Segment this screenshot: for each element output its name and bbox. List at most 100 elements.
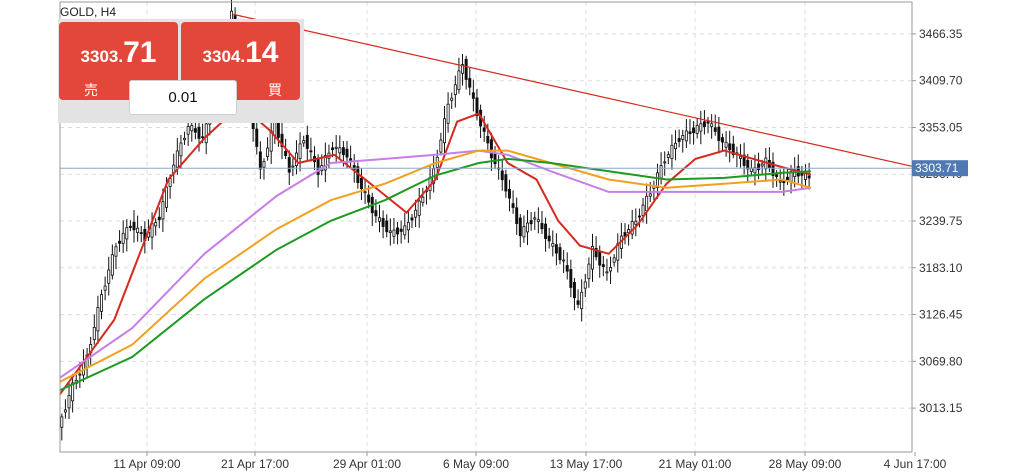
- candle: [558, 243, 562, 265]
- candle: [630, 209, 634, 240]
- candle: [713, 114, 717, 136]
- candle: [356, 162, 360, 189]
- chart-axes: 3466.353409.703353.053296.403239.753183.…: [59, 1, 968, 471]
- candle: [634, 208, 638, 237]
- candle: [464, 55, 468, 90]
- candle: [587, 257, 591, 288]
- x-tick-label: 6 May 09:00: [443, 457, 509, 471]
- candle: [562, 250, 566, 274]
- candle: [453, 75, 457, 108]
- trade-panel: 3303.71 売 3304.14 買 0.01: [58, 19, 304, 123]
- candle: [442, 106, 446, 156]
- indicator-line-0: [59, 103, 812, 395]
- indicator-lines: [59, 13, 913, 395]
- candle: [720, 133, 724, 151]
- candle: [702, 110, 706, 135]
- candle: [500, 159, 504, 191]
- candle: [403, 212, 407, 240]
- candle: [298, 132, 302, 172]
- candle: [258, 141, 262, 180]
- candle: [616, 233, 620, 273]
- candle: [645, 183, 649, 224]
- sell-price-head: 3303.: [80, 47, 124, 66]
- y-tick-label: 3353.05: [919, 120, 963, 134]
- candle: [179, 134, 183, 169]
- candle: [551, 230, 555, 257]
- buy-label: 買: [268, 82, 282, 98]
- candle: [410, 214, 414, 229]
- candle: [432, 156, 436, 193]
- candle: [583, 273, 587, 298]
- candle: [114, 242, 118, 270]
- y-tick-label: 3126.45: [919, 308, 963, 322]
- candle: [706, 116, 710, 134]
- candle: [728, 130, 732, 163]
- candle: [529, 212, 533, 231]
- candle: [594, 236, 598, 261]
- candle: [396, 221, 400, 245]
- candle: [511, 190, 515, 214]
- indicator-line-3: [59, 157, 811, 392]
- buy-price-head: 3304.: [202, 47, 246, 66]
- candle: [576, 289, 580, 309]
- candle: [417, 187, 421, 228]
- candle: [118, 230, 122, 252]
- candle: [388, 218, 392, 246]
- trendline[interactable]: [233, 13, 913, 167]
- current-price-label: 3303.71: [915, 161, 959, 175]
- candle: [652, 180, 656, 200]
- buy-price-tail: 14: [245, 36, 279, 69]
- candle: [771, 152, 775, 188]
- candle: [569, 259, 573, 298]
- candle: [363, 178, 367, 205]
- candle: [381, 210, 385, 239]
- x-tick-label: 21 Apr 17:00: [221, 457, 289, 471]
- candle: [125, 219, 129, 252]
- candle: [544, 217, 548, 252]
- candle: [637, 208, 641, 228]
- candle: [132, 210, 136, 243]
- candle: [305, 125, 309, 161]
- candle: [533, 211, 537, 230]
- candle: [735, 146, 739, 168]
- candle: [446, 92, 450, 133]
- candle: [103, 276, 107, 301]
- candle: [338, 135, 342, 159]
- volume-input[interactable]: 0.01: [129, 80, 237, 115]
- candle: [601, 255, 605, 277]
- candle: [695, 117, 699, 139]
- candle: [724, 131, 728, 157]
- candle: [580, 279, 584, 322]
- x-tick-label: 11 Apr 09:00: [113, 457, 180, 471]
- candle: [547, 227, 551, 249]
- candle: [493, 146, 497, 170]
- candle: [85, 347, 89, 378]
- candle: [526, 209, 530, 246]
- candle: [554, 233, 558, 266]
- candle: [262, 158, 266, 180]
- candle: [421, 187, 425, 207]
- candle: [63, 399, 67, 419]
- candle: [807, 162, 811, 190]
- candle: [385, 214, 389, 238]
- candle: [515, 197, 519, 235]
- candle: [139, 226, 143, 243]
- candle: [504, 169, 508, 198]
- candle: [439, 132, 443, 156]
- candle: [591, 233, 594, 282]
- candle: [540, 210, 544, 235]
- candle: [692, 121, 696, 145]
- candle: [291, 158, 295, 177]
- x-tick-label: 4 Jun 17:00: [884, 457, 947, 471]
- candle: [197, 118, 201, 152]
- candle: [623, 223, 627, 245]
- candle: [684, 118, 688, 149]
- candle: [71, 373, 75, 413]
- candle: [323, 142, 327, 183]
- candle: [345, 141, 349, 168]
- candle: [92, 314, 96, 345]
- x-tick-label: 21 May 01:00: [659, 457, 732, 471]
- buy-price: 3304.14: [181, 36, 300, 70]
- candle: [663, 151, 667, 176]
